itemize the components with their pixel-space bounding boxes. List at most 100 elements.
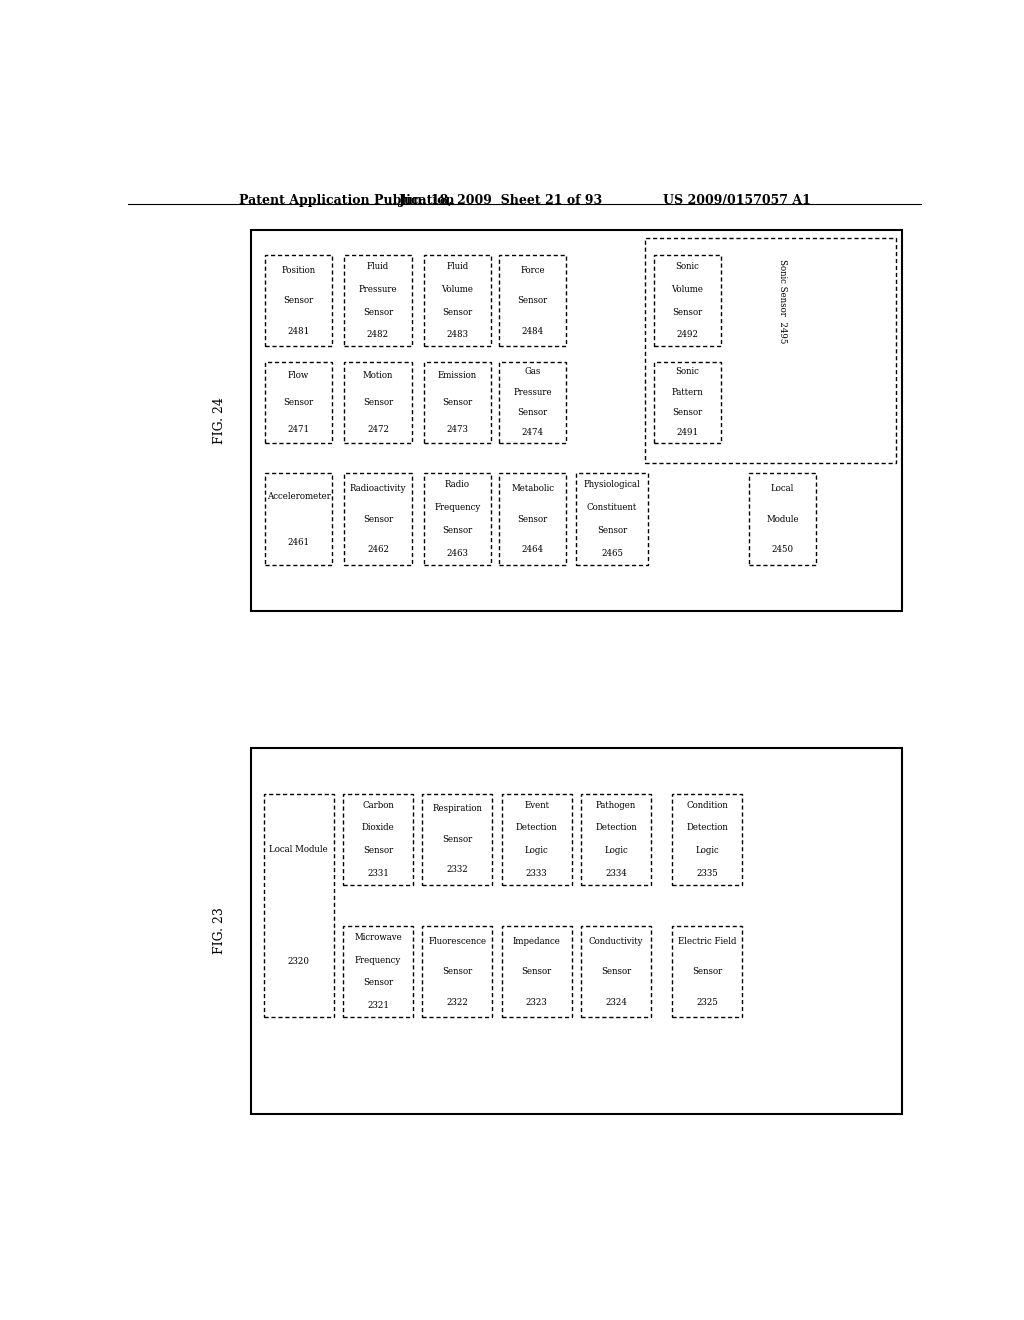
Bar	[645, 238, 896, 463]
Bar	[265, 362, 333, 444]
Text: Sonic: Sonic	[676, 367, 699, 376]
Bar	[343, 925, 413, 1018]
Text: Respiration: Respiration	[432, 804, 482, 813]
Text: Dioxide: Dioxide	[361, 824, 394, 833]
Text: 2463: 2463	[446, 549, 468, 558]
Bar	[424, 255, 492, 346]
Text: Impedance: Impedance	[513, 936, 561, 945]
Text: Volume: Volume	[441, 285, 473, 294]
Text: Force: Force	[520, 265, 545, 275]
Text: Detection: Detection	[686, 824, 728, 833]
Text: Flow: Flow	[288, 371, 309, 380]
Text: Gas: Gas	[524, 367, 541, 376]
Text: Emission: Emission	[438, 371, 477, 380]
Text: Sensor: Sensor	[692, 968, 723, 975]
Text: Sensor: Sensor	[517, 408, 548, 417]
Bar	[653, 255, 721, 346]
Text: Detection: Detection	[516, 824, 558, 833]
Text: Sonic Sensor  2495: Sonic Sensor 2495	[778, 259, 787, 343]
Text: Pressure: Pressure	[358, 285, 397, 294]
Text: Sensor: Sensor	[442, 834, 472, 843]
Text: Logic: Logic	[604, 846, 628, 855]
Text: Sensor: Sensor	[673, 308, 702, 317]
Bar	[344, 474, 412, 565]
Text: Frequency: Frequency	[355, 956, 401, 965]
Text: Sensor: Sensor	[284, 397, 313, 407]
Text: 2462: 2462	[367, 545, 389, 554]
Text: Sensor: Sensor	[362, 978, 393, 987]
Bar	[423, 793, 493, 886]
Text: Sensor: Sensor	[442, 527, 472, 535]
Text: Sensor: Sensor	[362, 308, 393, 317]
Text: Physiological: Physiological	[584, 480, 640, 490]
Text: Local: Local	[771, 484, 795, 494]
Text: Detection: Detection	[595, 824, 637, 833]
Text: Volume: Volume	[672, 285, 703, 294]
Text: 2471: 2471	[288, 425, 309, 434]
Text: 2334: 2334	[605, 869, 627, 878]
Text: Position: Position	[282, 265, 315, 275]
Text: 2324: 2324	[605, 998, 627, 1007]
Text: Accelerometer: Accelerometer	[266, 492, 331, 500]
Text: 2333: 2333	[526, 869, 548, 878]
Bar	[499, 362, 566, 444]
Bar	[343, 793, 413, 886]
Bar	[673, 925, 742, 1018]
Text: 2481: 2481	[288, 326, 309, 335]
Text: Sensor: Sensor	[517, 296, 548, 305]
Text: Module: Module	[766, 515, 799, 524]
Bar	[251, 748, 902, 1114]
Text: Electric Field: Electric Field	[678, 936, 736, 945]
Text: Pathogen: Pathogen	[596, 801, 636, 809]
Text: FIG. 24: FIG. 24	[213, 397, 225, 444]
Text: Patent Application Publication: Patent Application Publication	[240, 194, 455, 207]
Text: Microwave: Microwave	[354, 933, 401, 941]
Bar	[424, 474, 492, 565]
Text: Fluid: Fluid	[446, 261, 468, 271]
Text: 2465: 2465	[601, 549, 623, 558]
Bar	[423, 925, 493, 1018]
Text: Sensor: Sensor	[521, 968, 552, 975]
Text: 2323: 2323	[526, 998, 548, 1007]
Text: 2325: 2325	[696, 998, 718, 1007]
Text: 2464: 2464	[522, 545, 544, 554]
Text: Sensor: Sensor	[517, 515, 548, 524]
Bar	[265, 255, 333, 346]
Text: Sensor: Sensor	[362, 397, 393, 407]
Bar	[344, 255, 412, 346]
Text: Sensor: Sensor	[442, 397, 472, 407]
Text: Pattern: Pattern	[672, 388, 703, 397]
Text: Logic: Logic	[525, 846, 549, 855]
Text: Sensor: Sensor	[442, 308, 472, 317]
Bar	[653, 362, 721, 444]
Text: Metabolic: Metabolic	[511, 484, 554, 494]
Text: Sensor: Sensor	[597, 527, 628, 535]
Text: Local Module: Local Module	[269, 845, 328, 854]
Text: Motion: Motion	[362, 371, 393, 380]
Bar	[264, 793, 334, 1018]
Text: 2332: 2332	[446, 866, 468, 874]
Text: Radio: Radio	[444, 480, 470, 490]
Text: 2473: 2473	[446, 425, 468, 434]
Bar	[424, 362, 492, 444]
Text: Logic: Logic	[695, 846, 719, 855]
Text: Conductivity: Conductivity	[589, 936, 643, 945]
Bar	[749, 474, 816, 565]
Text: Sensor: Sensor	[442, 968, 472, 975]
Text: 2472: 2472	[367, 425, 389, 434]
Text: Sensor: Sensor	[601, 968, 631, 975]
Text: Jun. 18, 2009  Sheet 21 of 93: Jun. 18, 2009 Sheet 21 of 93	[399, 194, 603, 207]
Text: 2321: 2321	[367, 1002, 389, 1010]
Bar	[499, 255, 566, 346]
Text: Sensor: Sensor	[284, 296, 313, 305]
Text: Event: Event	[524, 801, 549, 809]
Text: 2450: 2450	[772, 545, 794, 554]
Bar	[265, 474, 333, 565]
Bar	[582, 793, 651, 886]
Text: Constituent: Constituent	[587, 503, 637, 512]
Text: 2320: 2320	[288, 957, 309, 966]
Bar	[502, 793, 571, 886]
Text: FIG. 23: FIG. 23	[213, 907, 225, 954]
Text: Sensor: Sensor	[362, 846, 393, 855]
Text: 2331: 2331	[367, 869, 389, 878]
